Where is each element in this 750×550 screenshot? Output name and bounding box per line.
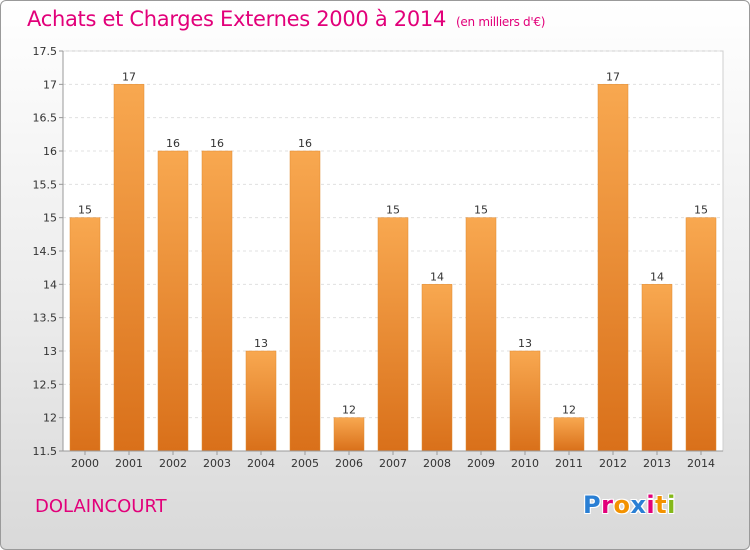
logo-letter: i [667, 491, 676, 519]
proxiti-logo: Proxiti [583, 491, 676, 519]
y-tick-label: 17.5 [33, 45, 58, 58]
data-label-2001: 17 [122, 70, 136, 83]
y-tick-label: 14 [43, 278, 57, 291]
data-label-2005: 16 [298, 137, 312, 150]
data-label-2009: 15 [474, 204, 488, 217]
x-tick-label-2006: 2006 [335, 457, 363, 470]
chart-title-text: Achats et Charges Externes 2000 à 2014 [27, 7, 447, 31]
x-tick-label-2002: 2002 [159, 457, 187, 470]
y-tick-label: 14.5 [33, 245, 58, 258]
y-tick-label: 15.5 [33, 178, 58, 191]
bar-2001 [113, 84, 145, 452]
y-tick-label: 13.5 [33, 312, 58, 325]
x-tick-label-2008: 2008 [423, 457, 451, 470]
data-label-2012: 17 [606, 70, 620, 83]
data-label-2003: 16 [210, 137, 224, 150]
data-label-2004: 13 [254, 337, 268, 350]
data-label-2014: 15 [694, 204, 708, 217]
bar-2000 [69, 217, 101, 452]
x-tick-label-2007: 2007 [379, 457, 407, 470]
logo-letter: o [613, 491, 631, 519]
data-label-2006: 12 [342, 404, 356, 417]
logo-letter: P [583, 491, 602, 519]
bar-2008 [421, 284, 453, 452]
x-tick-label-2013: 2013 [643, 457, 671, 470]
logo-letter: i [646, 491, 656, 519]
bar-2006 [333, 417, 365, 452]
bar-2003 [201, 150, 233, 452]
y-tick-label: 17 [43, 78, 57, 91]
data-label-2002: 16 [166, 137, 180, 150]
y-tick-label: 16 [43, 145, 57, 158]
data-label-2007: 15 [386, 204, 400, 217]
x-tick-label-2010: 2010 [511, 457, 539, 470]
data-label-2013: 14 [650, 270, 664, 283]
data-label-2000: 15 [78, 204, 92, 217]
bar-2009 [465, 217, 497, 452]
data-label-2011: 12 [562, 404, 576, 417]
data-label-2010: 13 [518, 337, 532, 350]
x-tick-label-2004: 2004 [247, 457, 275, 470]
bar-2005 [289, 150, 321, 452]
x-tick-label-2003: 2003 [203, 457, 231, 470]
logo-letter: r [601, 491, 614, 519]
x-tick-label-2005: 2005 [291, 457, 319, 470]
bar-2014 [685, 217, 717, 452]
chart-title: Achats et Charges Externes 2000 à 2014 (e… [27, 7, 545, 31]
y-tick-label: 13 [43, 345, 57, 358]
data-label-2008: 14 [430, 270, 444, 283]
bar-2012 [597, 84, 629, 452]
x-tick-label-2011: 2011 [555, 457, 583, 470]
y-tick-label: 12.5 [33, 378, 58, 391]
x-tick-label-2009: 2009 [467, 457, 495, 470]
x-tick-label-2014: 2014 [687, 457, 715, 470]
x-tick-label-2000: 2000 [71, 457, 99, 470]
y-tick-label: 16.5 [33, 112, 58, 125]
logo-letter: x [630, 491, 647, 519]
bar-2004 [245, 350, 277, 452]
y-tick-label: 15 [43, 212, 57, 225]
chart-subtitle: (en milliers d'€) [456, 15, 546, 29]
city-name: DOLAINCOURT [35, 496, 167, 517]
bar-2013 [641, 284, 673, 452]
y-tick-label: 12 [43, 412, 57, 425]
y-tick-label: 11.5 [33, 445, 58, 458]
bar-2007 [377, 217, 409, 452]
x-tick-label-2012: 2012 [599, 457, 627, 470]
bar-2011 [553, 417, 585, 452]
bar-2002 [157, 150, 189, 452]
logo-letter: t [655, 491, 668, 519]
x-tick-label-2001: 2001 [115, 457, 143, 470]
bar-2010 [509, 350, 541, 452]
